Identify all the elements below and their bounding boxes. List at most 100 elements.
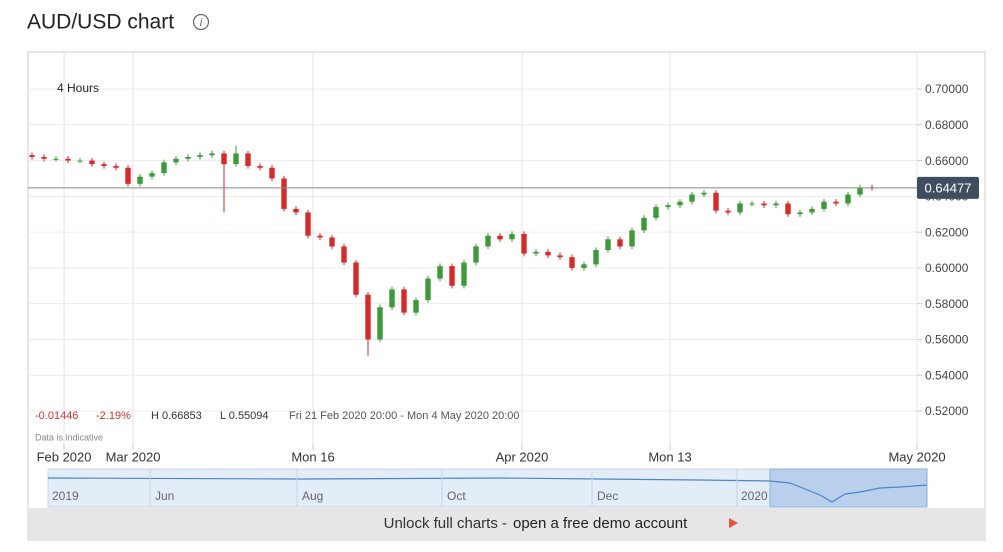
candle-body bbox=[281, 178, 287, 209]
svg-text:i: i bbox=[200, 17, 203, 29]
y-tick-label: 0.56000 bbox=[925, 333, 969, 347]
footer-text: Unlock full charts - bbox=[384, 515, 507, 532]
candle-body bbox=[821, 201, 827, 209]
candle-body bbox=[221, 153, 227, 165]
y-tick-label: 0.66000 bbox=[925, 154, 969, 168]
candle-body bbox=[701, 192, 707, 195]
candle-body bbox=[509, 233, 515, 240]
change-pct: -2.19% bbox=[96, 410, 131, 422]
candle-body bbox=[257, 165, 263, 168]
data-note: Data is indicative bbox=[35, 432, 103, 442]
candle-body bbox=[605, 239, 611, 251]
y-tick-label: 0.68000 bbox=[925, 118, 969, 132]
candle-body bbox=[233, 153, 239, 165]
candle-body bbox=[149, 173, 155, 177]
candle-body bbox=[29, 155, 35, 158]
candle-body bbox=[677, 201, 683, 206]
navigator-label: Aug bbox=[302, 489, 323, 503]
candle-body bbox=[521, 233, 527, 254]
candle-body bbox=[113, 165, 119, 168]
x-tick-label: Mon 16 bbox=[291, 449, 334, 464]
candle-body bbox=[293, 208, 299, 213]
change: -0.01446 bbox=[35, 410, 78, 422]
navigator-label: Dec bbox=[597, 489, 618, 503]
y-tick-label: 0.60000 bbox=[925, 261, 969, 275]
date-range: Fri 21 Feb 2020 20:00 - Mon 4 May 2020 2… bbox=[289, 410, 520, 422]
high-stat: H 0.66853 bbox=[151, 410, 202, 422]
x-tick-label: Feb 2020 bbox=[37, 449, 92, 464]
link-arrow[interactable] bbox=[729, 518, 738, 528]
footer-bar bbox=[29, 508, 984, 539]
navigator-label: 2019 bbox=[52, 489, 79, 503]
candle-body bbox=[689, 194, 695, 202]
candle-body bbox=[713, 192, 719, 211]
candle-body bbox=[245, 153, 251, 166]
candle-body bbox=[197, 155, 203, 158]
x-tick-label: Mar 2020 bbox=[106, 449, 161, 464]
candle-body bbox=[65, 158, 71, 161]
candle-body bbox=[617, 239, 623, 247]
candle-body bbox=[857, 187, 863, 195]
candle-body bbox=[665, 205, 671, 208]
candle-body bbox=[77, 160, 83, 162]
candle-body bbox=[317, 235, 323, 238]
candle-body bbox=[629, 230, 635, 247]
low-stat: L 0.55094 bbox=[220, 410, 269, 422]
candle-body bbox=[845, 194, 851, 204]
candle-body bbox=[593, 250, 599, 265]
candle-body bbox=[341, 246, 347, 263]
candle-body bbox=[473, 246, 479, 263]
y-tick-label: 0.62000 bbox=[925, 225, 969, 239]
candle-body bbox=[377, 307, 383, 340]
candle-body bbox=[545, 251, 551, 256]
x-tick-label: May 2020 bbox=[888, 449, 945, 464]
candle-body bbox=[425, 278, 431, 301]
y-tick-label: 0.70000 bbox=[925, 82, 969, 96]
candle-body bbox=[641, 217, 647, 231]
candle-body bbox=[461, 262, 467, 286]
demo-link[interactable]: open a free demo account bbox=[513, 515, 688, 532]
navigator-label: Jun bbox=[155, 489, 174, 503]
candle-body bbox=[437, 266, 443, 279]
candle-body bbox=[761, 203, 767, 206]
info-icon[interactable]: i bbox=[192, 13, 210, 31]
candle-body bbox=[833, 201, 839, 204]
candle-body bbox=[737, 203, 743, 213]
candle-body bbox=[101, 164, 107, 166]
candle-body bbox=[497, 235, 503, 240]
candle-body bbox=[353, 262, 359, 295]
candle-body bbox=[269, 167, 275, 179]
candle-body bbox=[809, 208, 815, 213]
candle-body bbox=[569, 257, 575, 268]
candle-body bbox=[401, 289, 407, 313]
y-tick-label: 0.58000 bbox=[925, 297, 969, 311]
interval-label: 4 Hours bbox=[57, 81, 99, 95]
last-price-label: 0.64477 bbox=[925, 180, 972, 195]
candle-body bbox=[365, 294, 371, 340]
candle-body bbox=[557, 255, 563, 258]
last-price-box bbox=[917, 176, 979, 199]
candle-body bbox=[449, 266, 455, 286]
candle-body bbox=[653, 207, 659, 218]
candle-body bbox=[749, 203, 755, 205]
candle-body bbox=[581, 264, 587, 268]
candle-body bbox=[389, 289, 395, 308]
candle-body bbox=[137, 176, 143, 184]
candle-body bbox=[173, 158, 179, 163]
candle-body bbox=[797, 212, 803, 215]
candle-body bbox=[725, 210, 731, 213]
y-tick-label: 0.52000 bbox=[925, 404, 969, 418]
plot: 0.52000 0.54000 0.56000 0.58000 0.60000 0.620… bbox=[28, 52, 979, 464]
candle-body bbox=[209, 153, 215, 156]
candle-body bbox=[773, 203, 779, 206]
navigator[interactable] bbox=[47, 468, 928, 508]
x-tick-label: Apr 2020 bbox=[496, 449, 549, 464]
candle-body bbox=[785, 203, 791, 215]
navigator-label: 2020 bbox=[741, 489, 768, 503]
candle-body bbox=[533, 251, 539, 254]
title: AUD/USD chart bbox=[27, 11, 174, 34]
candle-body bbox=[161, 162, 167, 174]
candle-body bbox=[185, 157, 191, 159]
